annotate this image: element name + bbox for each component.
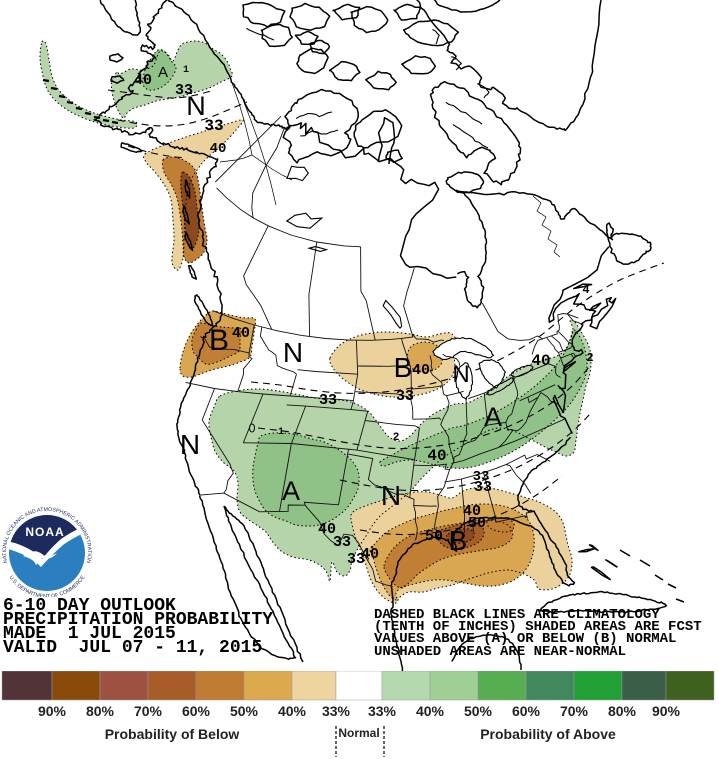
svg-text:40: 40 (412, 362, 430, 379)
svg-text:50: 50 (425, 528, 443, 545)
svg-text:33: 33 (473, 469, 490, 485)
svg-text:33: 33 (333, 534, 351, 551)
svg-text:50: 50 (468, 515, 486, 532)
svg-text:B: B (394, 352, 413, 383)
svg-text:N: N (283, 337, 303, 368)
svg-text:33: 33 (474, 479, 492, 496)
svg-text:N: N (180, 429, 200, 460)
svg-text:NOAA: NOAA (25, 525, 64, 539)
svg-text:40: 40 (531, 352, 550, 370)
svg-text:33: 33 (347, 551, 365, 568)
svg-text:B: B (209, 324, 229, 357)
svg-text:33: 33 (319, 392, 337, 409)
svg-text:1: 1 (278, 427, 284, 438)
svg-text:N: N (452, 361, 469, 388)
svg-text:40: 40 (427, 447, 446, 465)
svg-text:33: 33 (396, 388, 414, 405)
svg-text:A: A (282, 476, 300, 506)
svg-text:B: B (449, 525, 468, 556)
svg-text:2: 2 (586, 351, 593, 365)
svg-text:A: A (158, 64, 168, 81)
svg-text:33: 33 (204, 117, 223, 135)
svg-text:4: 4 (582, 283, 589, 297)
svg-text:40: 40 (318, 521, 336, 538)
svg-text:1: 1 (183, 65, 189, 76)
svg-text:40: 40 (361, 546, 379, 563)
svg-text:40: 40 (463, 503, 481, 520)
svg-text:2: 2 (393, 432, 400, 444)
svg-text:N: N (186, 91, 206, 121)
svg-text:N: N (381, 480, 401, 511)
svg-text:40: 40 (232, 325, 250, 342)
svg-text:40: 40 (210, 141, 227, 157)
svg-text:A: A (484, 402, 502, 432)
svg-text:33: 33 (175, 82, 193, 99)
svg-text:40: 40 (134, 72, 152, 89)
